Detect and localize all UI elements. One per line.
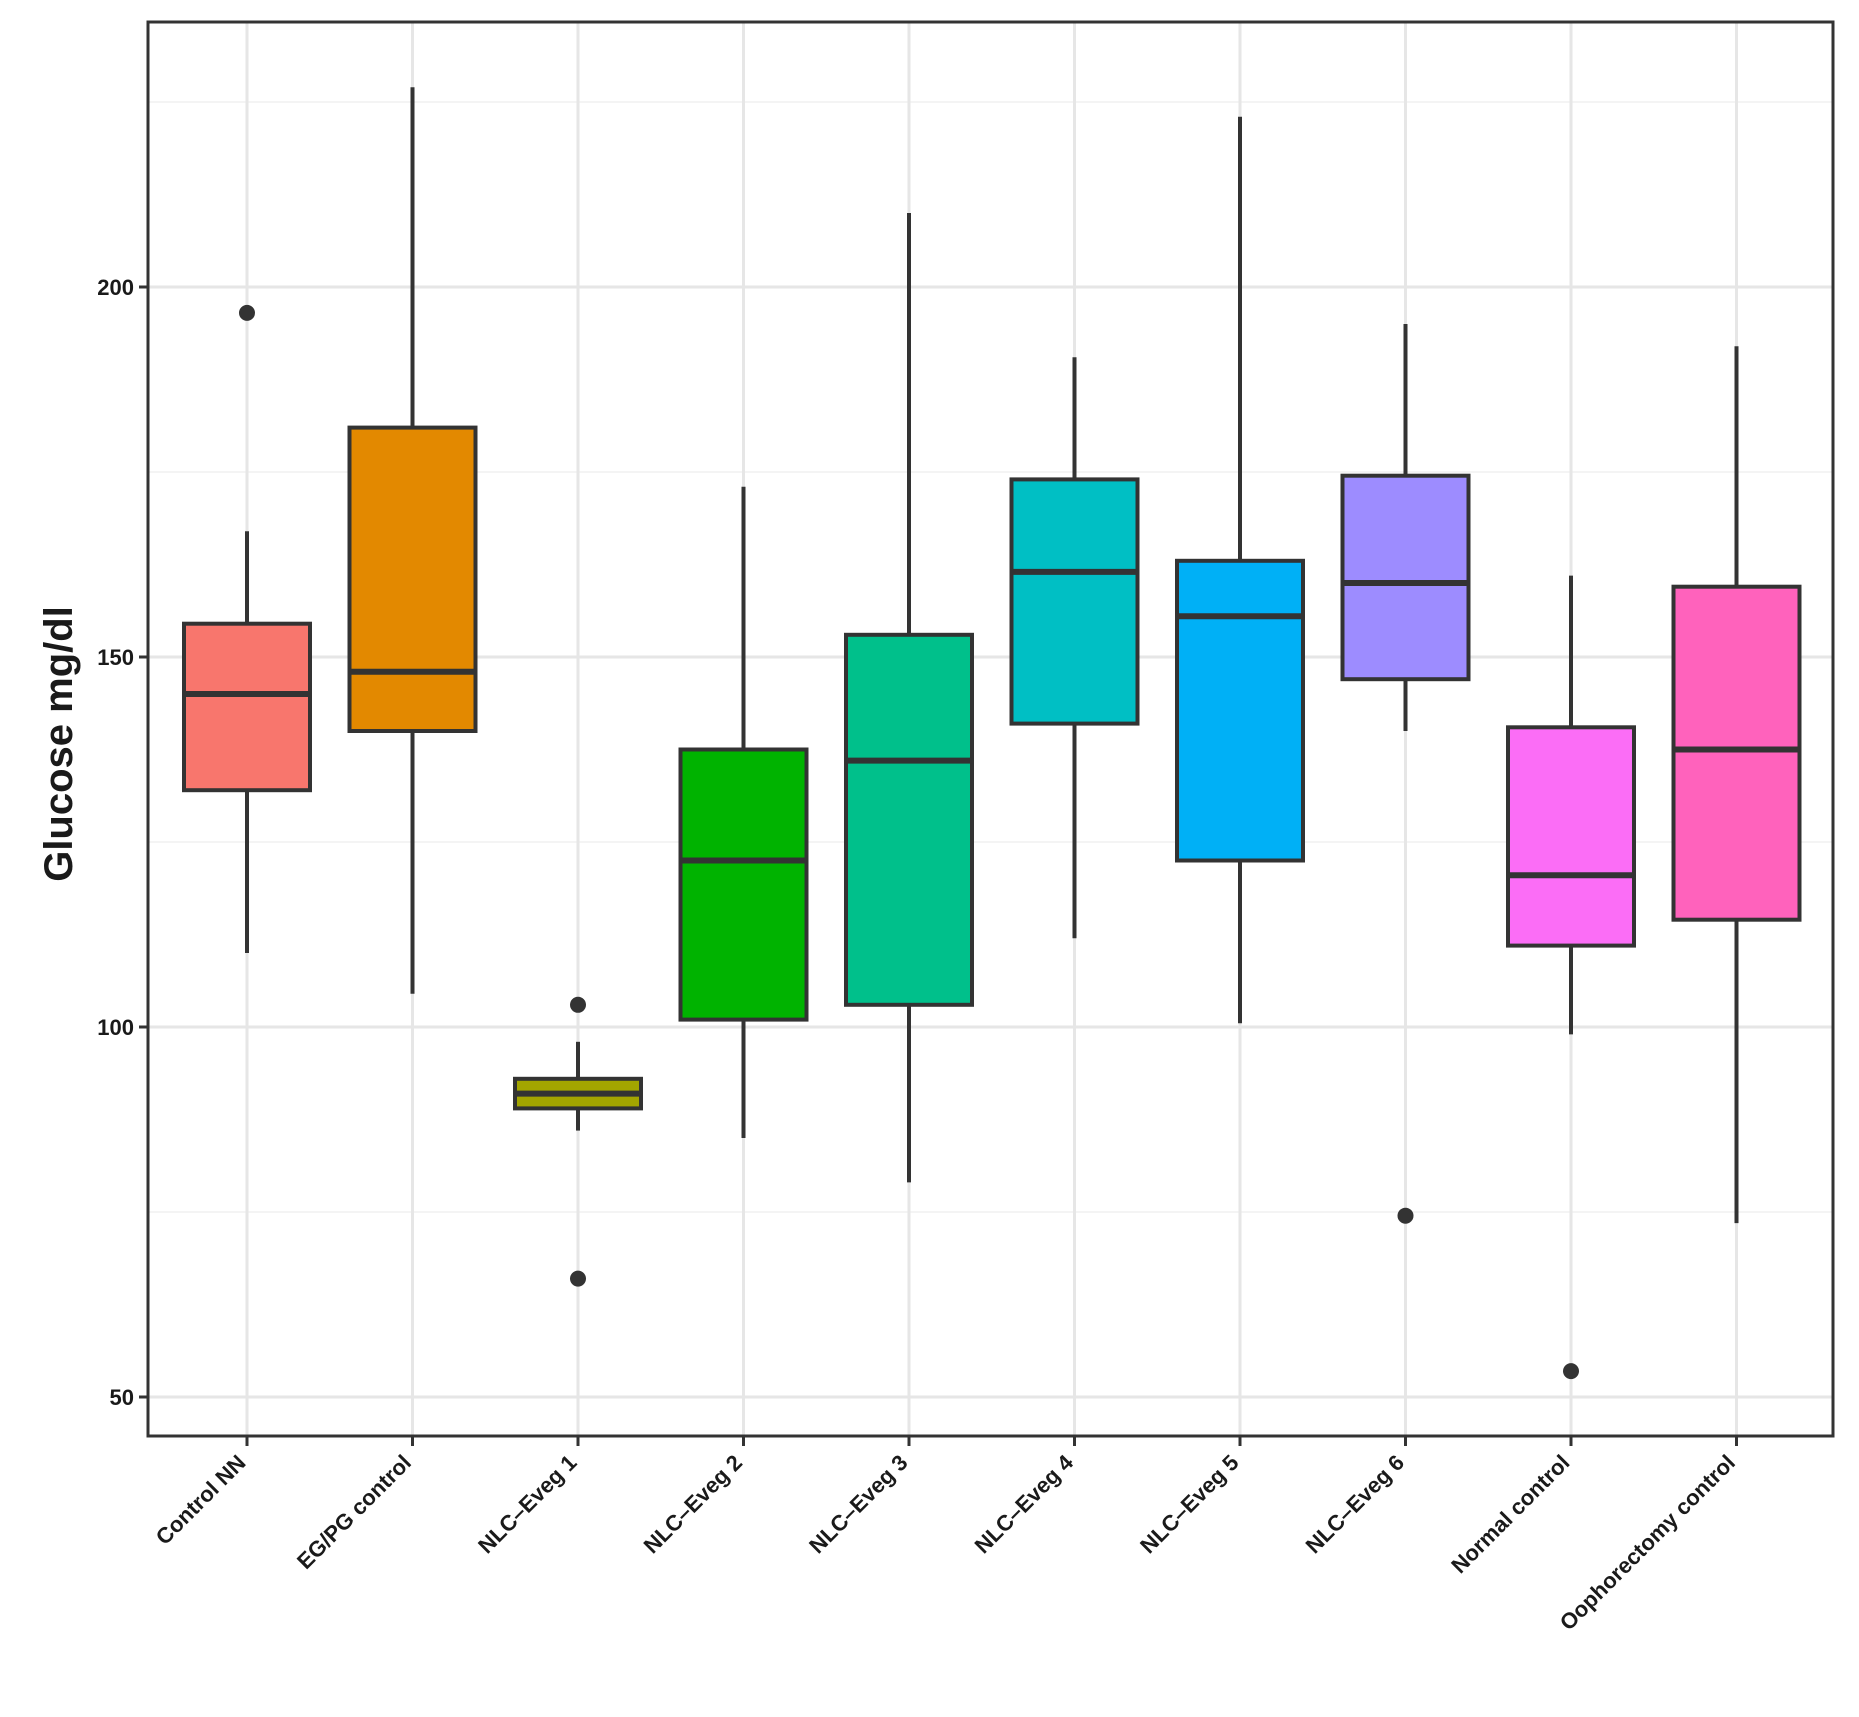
outlier-point — [570, 1270, 586, 1287]
x-tick-label: Control NN — [151, 1450, 251, 1550]
outlier-point — [570, 996, 586, 1013]
outlier-point — [1397, 1207, 1414, 1224]
x-tick-label: NLC–Eveg 3 — [804, 1450, 912, 1558]
box-group — [1506, 575, 1636, 1380]
y-tick-label: 200 — [97, 275, 134, 300]
x-tick-label: NLC–Eveg 2 — [639, 1450, 747, 1558]
box-iqr — [1009, 477, 1140, 726]
box-group — [1175, 116, 1305, 1024]
box-iqr — [844, 632, 974, 1007]
box-layer — [182, 87, 1802, 1380]
y-tick-label: 50 — [110, 1385, 134, 1410]
box-iqr — [678, 747, 809, 1022]
x-tick-label: Normal control — [1446, 1450, 1574, 1578]
y-tick-label: 100 — [97, 1015, 134, 1040]
box-iqr — [182, 621, 312, 793]
box-group — [182, 304, 312, 953]
box-iqr — [347, 425, 478, 733]
box-iqr — [1340, 473, 1471, 682]
box-group — [1340, 324, 1471, 1224]
outlier-point — [239, 304, 255, 321]
box-iqr — [1671, 584, 1802, 922]
outlier-point — [1563, 1363, 1579, 1380]
box-group — [678, 486, 809, 1138]
box-group — [347, 87, 478, 994]
box-group — [844, 213, 974, 1183]
x-tick-label: NLC–Eveg 4 — [970, 1449, 1079, 1558]
box-group — [1009, 357, 1140, 939]
y-axis-title: Glucose mg/dl — [37, 606, 81, 882]
box-group — [1671, 346, 1802, 1224]
plot-panel-border — [146, 20, 1835, 1438]
x-tick-label: Oophorectomy control — [1555, 1450, 1740, 1635]
x-tick-label: NLC–Eveg 6 — [1301, 1450, 1409, 1558]
box-group — [513, 996, 643, 1287]
x-tick-label: NLC–Eveg 5 — [1135, 1450, 1243, 1558]
box-iqr — [1506, 725, 1636, 948]
y-tick-label: 150 — [97, 645, 134, 670]
box-iqr — [1175, 558, 1305, 863]
x-tick-label: NLC–Eveg 1 — [473, 1450, 581, 1558]
x-tick-label: EG/PG control — [292, 1450, 416, 1574]
